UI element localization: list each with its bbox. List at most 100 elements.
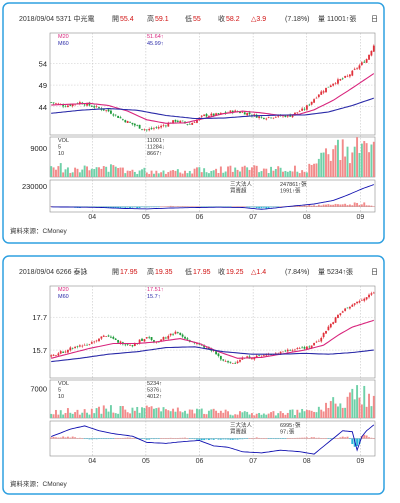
candle-body (131, 345, 134, 347)
candle-body (332, 83, 335, 86)
net-buy-sell-bar (279, 206, 282, 208)
candle-body (162, 337, 165, 340)
candle-body (95, 106, 98, 107)
volume-bar (250, 167, 253, 177)
candle-body (117, 339, 120, 343)
net-buy-sell-bar (172, 438, 175, 439)
candle-body (341, 78, 344, 80)
net-buy-sell-bar (353, 202, 356, 207)
net-buy-sell-bar (277, 438, 280, 440)
candle-body (186, 124, 189, 125)
net-buy-sell-bar (255, 206, 258, 209)
volume-bar (348, 163, 351, 177)
net-buy-sell-bar (262, 438, 265, 439)
net-buy-sell-bar (363, 202, 366, 207)
volume-bar (81, 169, 84, 177)
net-buy-sell-bar (325, 204, 327, 207)
candle-body (370, 293, 373, 295)
price-tick-label: 54 (39, 59, 47, 68)
net-buy-sell-bar (310, 437, 313, 439)
volume-bar (196, 408, 198, 418)
volume-bar (172, 169, 175, 177)
net-buy-sell-bar (196, 206, 198, 208)
candle-body (212, 113, 215, 116)
candle-body (301, 347, 304, 349)
header-stock: 6266 泰詠 (56, 267, 88, 276)
net-buy-sell-bar (219, 438, 222, 440)
x-tick-label: 09 (356, 458, 364, 465)
net-buy-sell-bar (141, 438, 143, 439)
institutional-legend-name: 買賣超 (230, 187, 247, 195)
net-buy-sell-bar (339, 204, 342, 207)
net-buy-sell-bar (52, 436, 55, 439)
net-buy-sell-bar (81, 438, 84, 439)
net-buy-sell-bar (150, 206, 153, 208)
volume-legend-value: 11284↓ (147, 145, 165, 151)
candle-body (344, 308, 347, 311)
header-high-value: 59.1 (155, 16, 169, 23)
x-tick-label: 08 (303, 458, 311, 465)
candle-body (241, 112, 244, 113)
candle-body (55, 103, 57, 104)
candle-body (368, 54, 370, 60)
data-source: 資料來源：CMoney (10, 226, 67, 235)
net-buy-sell-bar (348, 204, 351, 207)
candle-body (107, 109, 110, 112)
net-buy-sell-bar (222, 438, 225, 440)
institutional-legend-value: 6995↑張 (280, 422, 301, 429)
volume-bar (255, 165, 258, 177)
header-open-label: 開 (112, 268, 119, 276)
volume-bar (262, 168, 265, 177)
net-buy-sell-bar (296, 437, 299, 439)
volume-bar (301, 408, 304, 418)
candle-body (322, 332, 325, 338)
candle-body (78, 102, 81, 105)
candle-body (196, 119, 198, 123)
net-buy-sell-bar (102, 438, 105, 439)
net-buy-sell-bar (196, 438, 198, 440)
volume-bar (117, 168, 120, 177)
candle-body (349, 306, 351, 309)
net-buy-sell-bar (191, 438, 194, 439)
volume-bar (191, 173, 194, 177)
net-buy-sell-bar (143, 206, 146, 208)
candle-body (57, 353, 60, 356)
candle-body (284, 115, 287, 117)
net-buy-sell-bar (198, 438, 201, 440)
candle-body (174, 119, 177, 122)
candle-body (203, 345, 206, 348)
volume-bar (179, 411, 182, 418)
candle-body (64, 351, 67, 353)
net-buy-sell-bar (339, 437, 342, 439)
candle-body (329, 323, 332, 328)
volume-bar (52, 167, 55, 177)
volume-bar (83, 409, 86, 418)
price-pane-frame (49, 32, 376, 136)
volume-bar (339, 403, 342, 418)
net-buy-sell-bar (372, 438, 375, 439)
volume-bar (337, 406, 339, 418)
volume-bar (145, 405, 148, 418)
volume-bar (303, 411, 306, 418)
candle-body (155, 127, 158, 128)
net-buy-sell-bar (76, 438, 79, 439)
volume-bar (236, 169, 239, 177)
candle-body (200, 115, 203, 117)
volume-bar (150, 406, 153, 418)
volume-bar (305, 172, 308, 177)
volume-bar (262, 413, 265, 418)
net-buy-sell-bar (229, 438, 232, 440)
volume-bar (356, 385, 359, 418)
net-buy-sell-bar (145, 438, 148, 440)
candle-body (179, 120, 182, 123)
net-buy-sell-bar (215, 438, 218, 439)
candle-body (222, 359, 225, 361)
net-buy-sell-bar (176, 206, 179, 207)
candle-body (258, 355, 261, 356)
header-close-label: 收 (218, 14, 225, 23)
ma-legend-value: 45.99↑ (147, 41, 164, 47)
net-buy-sell-bar (203, 438, 206, 441)
volume-bar (322, 152, 325, 177)
volume-bar (50, 166, 53, 177)
